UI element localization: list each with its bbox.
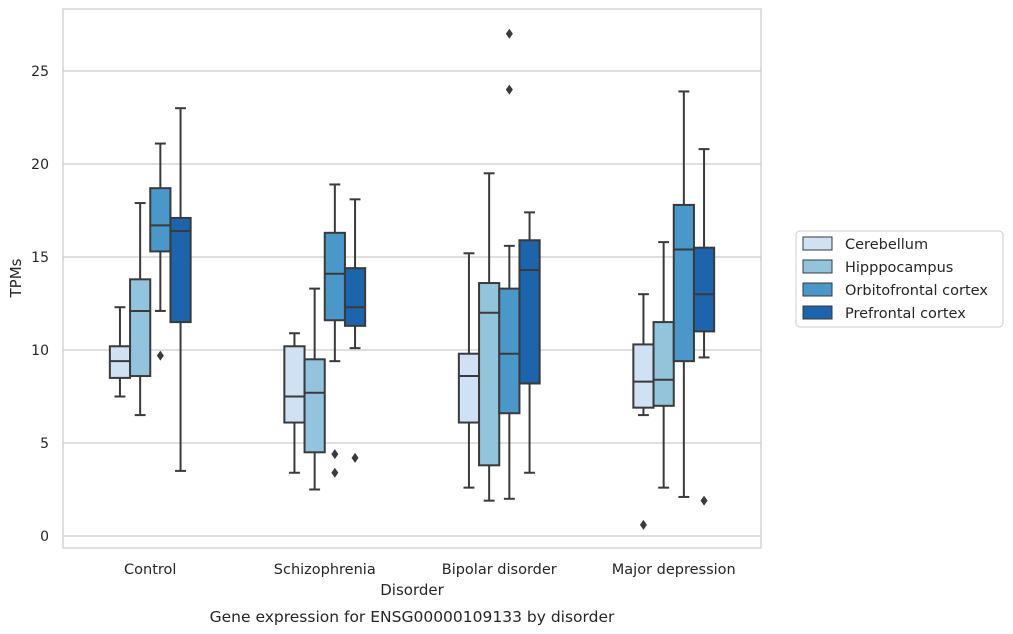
y-tick-label: 20 xyxy=(31,157,49,173)
plot-area xyxy=(63,9,761,548)
box-plot xyxy=(672,90,695,498)
outlier-point xyxy=(505,84,513,95)
box-plot xyxy=(343,198,367,463)
x-axis-label: Disorder xyxy=(380,581,444,599)
outlier-point xyxy=(331,467,339,478)
box-plot xyxy=(129,202,152,417)
outlier-point xyxy=(156,350,164,361)
y-tick-labels: 0 5 10 15 20 25 xyxy=(31,64,49,545)
outlier-point xyxy=(331,449,339,460)
box-plot xyxy=(652,241,675,489)
box xyxy=(169,216,192,324)
box xyxy=(303,358,326,454)
chart-caption: Gene expression for ENSG00000109133 by d… xyxy=(210,608,615,626)
box-plot xyxy=(303,287,326,491)
y-tick-label: 25 xyxy=(31,64,49,80)
legend-label: Orbitofrontal cortex xyxy=(845,283,988,299)
x-tick-label: Major depression xyxy=(612,562,736,578)
box xyxy=(478,282,501,467)
box xyxy=(498,287,521,415)
legend-swatch xyxy=(802,236,833,251)
box-plot xyxy=(169,107,192,472)
boxes xyxy=(108,28,716,530)
outlier-point xyxy=(351,452,359,463)
box-plot xyxy=(632,293,655,530)
box-plot xyxy=(108,306,132,398)
y-tick-label: 15 xyxy=(31,250,49,266)
plot-frame xyxy=(62,8,762,549)
y-tick-label: 5 xyxy=(40,436,49,452)
legend: Cerebellum Hipppocampus Orbitofrontal cort… xyxy=(795,230,1004,328)
outlier-point xyxy=(639,519,647,530)
box xyxy=(457,352,481,424)
box xyxy=(283,345,306,424)
x-tick-label: Bipolar disorder xyxy=(442,562,557,578)
legend-swatch xyxy=(802,305,833,320)
box-plot xyxy=(457,252,481,489)
legend-label: Cerebellum xyxy=(845,237,928,253)
outlier-point xyxy=(505,28,513,39)
box xyxy=(672,203,695,363)
box xyxy=(692,246,716,333)
box xyxy=(129,278,152,378)
y-axis-label: TPMs xyxy=(7,258,25,298)
box xyxy=(323,231,346,322)
legend-frame xyxy=(795,230,1004,328)
x-tick-label: Control xyxy=(124,562,176,578)
box xyxy=(149,187,172,253)
box xyxy=(518,239,541,385)
x-tick-labels: Control Schizophrenia Bipolar disorder Majo… xyxy=(124,562,736,578)
legend-swatch xyxy=(802,259,833,274)
legend-label: Prefrontal cortex xyxy=(845,306,966,322)
legend-swatch xyxy=(802,282,833,297)
outlier-point xyxy=(700,495,708,506)
legend-label: Hipppocampus xyxy=(845,260,953,276)
x-tick-label: Schizophrenia xyxy=(274,562,376,578)
box-plot xyxy=(518,211,541,474)
box xyxy=(652,321,675,407)
box xyxy=(632,343,655,409)
box-plot xyxy=(498,28,521,500)
y-tick-label: 10 xyxy=(31,343,49,359)
box xyxy=(343,267,367,327)
box-plot xyxy=(692,148,716,506)
y-tick-label: 0 xyxy=(40,529,49,545)
